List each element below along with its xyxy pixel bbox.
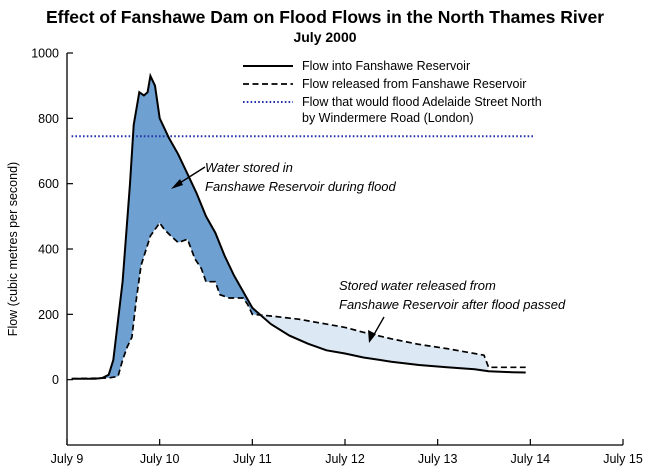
x-tick-label: July 11 — [233, 452, 272, 466]
y-ticks: 0 200 400 600 800 1000 — [31, 47, 73, 387]
y-tick-label: 600 — [38, 177, 59, 191]
released-water-area — [260, 315, 489, 372]
y-tick-label: 400 — [38, 243, 59, 257]
annotation-stored: Water stored in Fanshawe Reservoir durin… — [171, 160, 397, 194]
y-tick-label: 1000 — [31, 47, 59, 61]
annotation-stored-text: Water stored in Fanshawe Reservoir durin… — [205, 160, 397, 194]
series-line-inflow — [71, 72, 526, 380]
annotation-released: Stored water released from Fanshawe Rese… — [339, 278, 566, 343]
annotation-stored-line2: Fanshawe Reservoir during flood — [205, 179, 397, 194]
x-tick-label: July 9 — [51, 452, 84, 466]
chart-subtitle: July 2000 — [293, 29, 356, 45]
y-axis-label: Flow (cubic metres per second) — [6, 162, 20, 336]
stored-water-area — [71, 75, 261, 379]
annotation-released-text: Stored water released from Fanshawe Rese… — [339, 278, 566, 312]
x-tick-label: July 12 — [325, 452, 365, 466]
annotation-released-line1: Stored water released from — [339, 278, 496, 293]
annotation-released-line2: Fanshawe Reservoir after flood passed — [339, 297, 566, 312]
y-tick-label: 800 — [38, 112, 59, 126]
legend-label-flood-threshold-line2: by Windermere Road (London) — [302, 111, 474, 125]
series-line-released — [71, 221, 526, 380]
legend-label-inflow: Flow into Fanshawe Reservoir — [302, 59, 470, 73]
annotation-released-arrowhead — [368, 330, 376, 343]
x-ticks: July 9 July 10 July 11 July 12 July 13 July 1… — [51, 439, 643, 466]
legend-label-flood-threshold: Flow that would flood Adelaide Street No… — [302, 95, 545, 125]
x-tick-label: July 15 — [603, 452, 643, 466]
x-tick-label: July 14 — [511, 452, 551, 466]
legend-label-flood-threshold-line1: Flow that would flood Adelaide Street No… — [302, 95, 542, 109]
x-tick-label: July 10 — [140, 452, 180, 466]
annotation-stored-line1: Water stored in — [205, 160, 293, 175]
chart-title: Effect of Fanshawe Dam on Flood Flows in… — [46, 7, 604, 27]
legend-label-released: Flow released from Fanshawe Reservoir — [302, 77, 526, 91]
y-tick-label: 200 — [38, 308, 59, 322]
annotation-stored-arrowhead — [171, 179, 183, 189]
x-tick-label: July 13 — [418, 452, 458, 466]
y-tick-label: 0 — [52, 373, 59, 387]
legend: Flow into Fanshawe Reservoir Flow releas… — [243, 59, 545, 125]
